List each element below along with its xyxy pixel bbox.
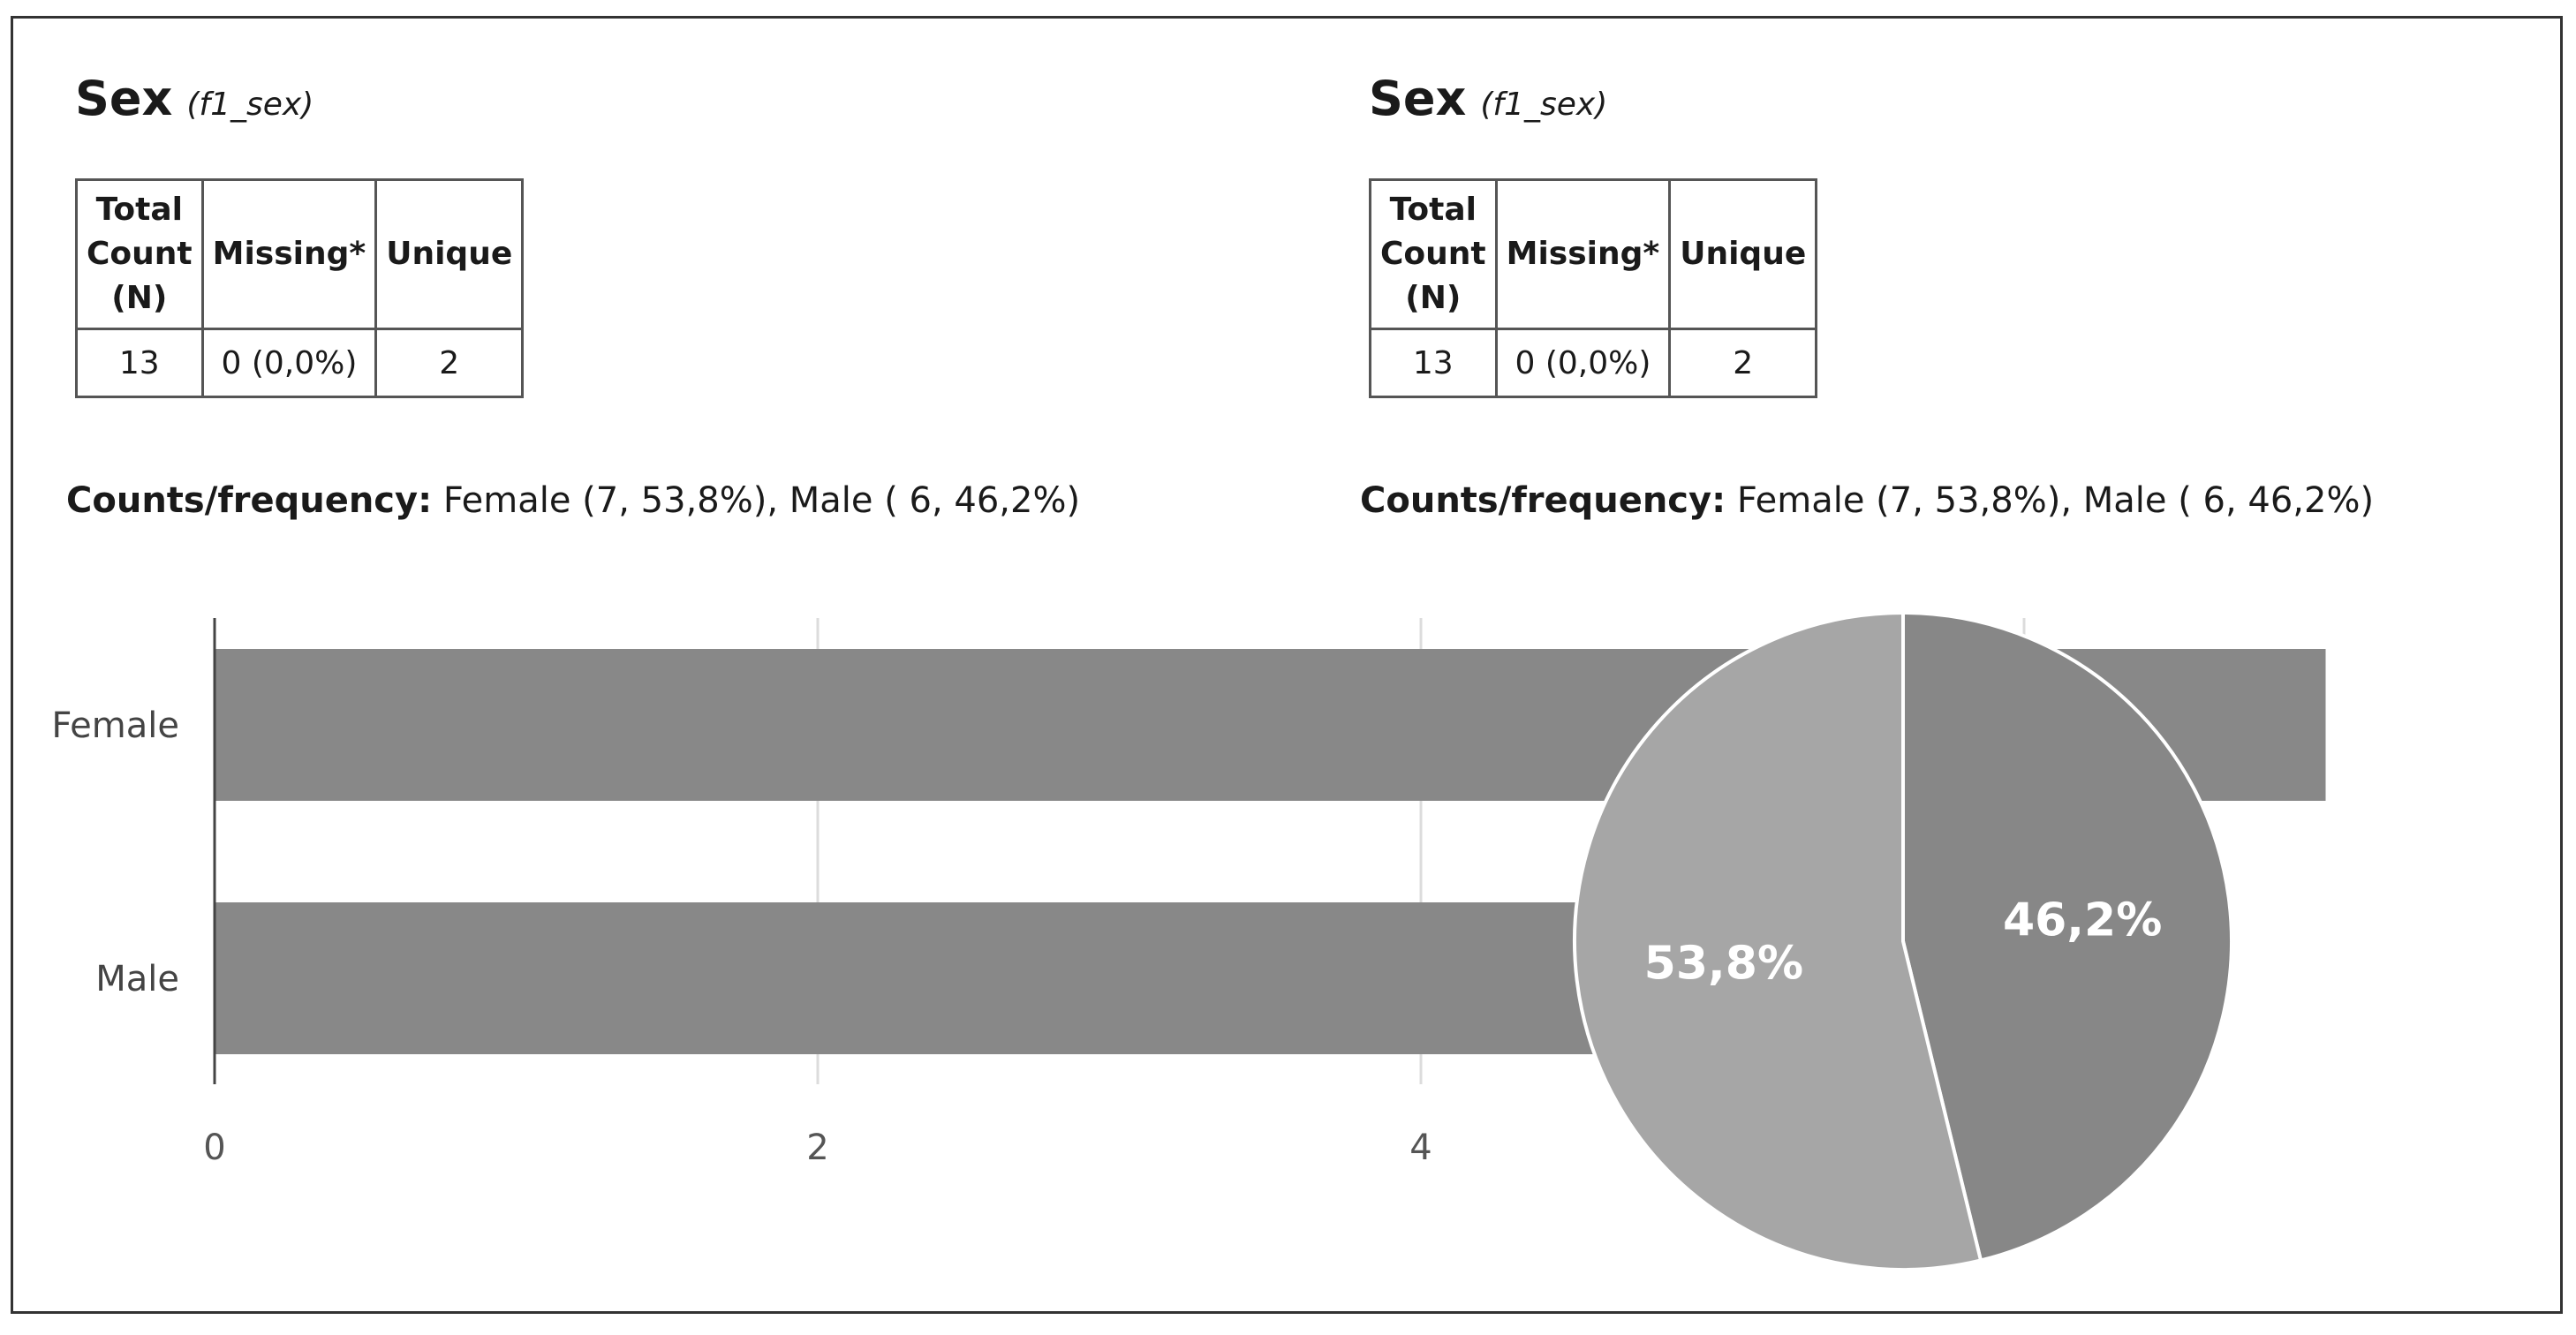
tick-label: 2 [806,1128,828,1168]
counts-frequency: Counts/frequency: Female (7, 53,8%), Mal… [1360,480,2374,521]
tick-label: 0 [203,1128,225,1168]
variable-code: (f1_sex) [1480,87,1608,123]
counts-text: Female (7, 53,8%), Male ( 6, 46,2%) [1736,480,2375,521]
value-unique: 2 [1668,328,1818,398]
slice-label-female: 53,8% [1644,937,1803,990]
header-missing: Missing* [200,178,378,330]
tick-label: 4 [1409,1128,1432,1168]
header-unique: Unique [374,178,525,330]
pie-chart: 46,2% 53,8% [1573,610,2233,1271]
variable-title: Sex [1369,71,1467,126]
summary-table: Total Count (N) Missing* Unique 13 0 (0,0%… [1369,178,1818,398]
value-missing: 0 (0,0%) [1494,328,1672,398]
header-unique: Unique [1668,178,1818,330]
counts-label: Counts/frequency: [1360,480,1726,521]
category-label: Male [95,959,179,999]
value-unique: 2 [374,328,525,398]
variable-code: (f1_sex) [186,87,314,123]
header-total-count: Total Count (N) [1369,178,1498,330]
figure-frame [11,16,2563,1314]
pie-slice-female [1573,610,1983,1271]
panel-title: Sex (f1_sex) [1369,71,1607,126]
value-total-count: 13 [75,328,204,398]
pie-slice-male [1901,610,2233,1263]
counts-frequency: Counts/frequency: Female (7, 53,8%), Mal… [66,480,1080,521]
category-label: Female [51,705,179,746]
counts-label: Counts/frequency: [66,480,433,521]
header-missing: Missing* [1494,178,1672,330]
summary-table: Total Count (N) Missing* Unique 13 0 (0,0%… [75,178,525,398]
header-total-count: Total Count (N) [75,178,204,330]
bar-chart: FemaleMale0246 [51,618,2326,1168]
variable-title: Sex [75,71,173,126]
value-missing: 0 (0,0%) [200,328,378,398]
panel-title: Sex (f1_sex) [75,71,314,126]
counts-text: Female (7, 53,8%), Male ( 6, 46,2%) [442,480,1081,521]
value-total-count: 13 [1369,328,1498,398]
slice-label-male: 46,2% [2003,894,2162,947]
